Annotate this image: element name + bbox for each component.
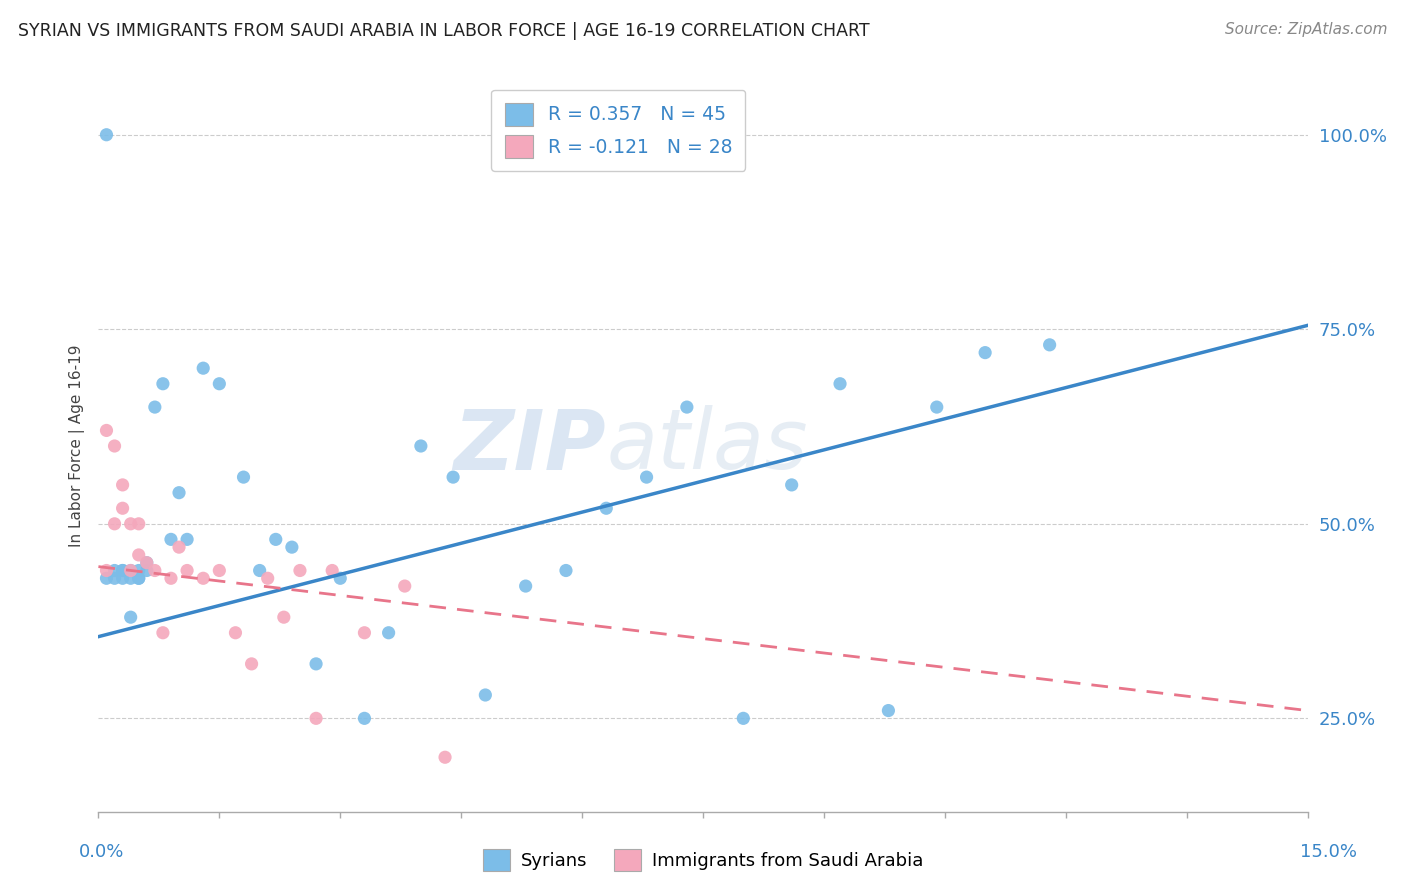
Point bbox=[103, 439, 125, 453]
Point bbox=[128, 548, 150, 562]
Text: atlas: atlas bbox=[606, 406, 808, 486]
Point bbox=[176, 564, 198, 578]
Point bbox=[135, 564, 157, 578]
Point bbox=[636, 470, 658, 484]
Point bbox=[120, 571, 142, 585]
Point bbox=[224, 625, 246, 640]
Point bbox=[256, 571, 278, 585]
Point bbox=[120, 564, 142, 578]
Legend: R = 0.357   N = 45, R = -0.121   N = 28: R = 0.357 N = 45, R = -0.121 N = 28 bbox=[492, 90, 745, 171]
Point bbox=[321, 564, 343, 578]
Point bbox=[96, 564, 118, 578]
Legend: Syrians, Immigrants from Saudi Arabia: Syrians, Immigrants from Saudi Arabia bbox=[475, 842, 931, 879]
Point bbox=[273, 610, 295, 624]
Point bbox=[353, 625, 375, 640]
Point bbox=[120, 610, 142, 624]
Point bbox=[925, 400, 948, 414]
Point bbox=[595, 501, 617, 516]
Point bbox=[128, 571, 150, 585]
Point bbox=[111, 501, 134, 516]
Point bbox=[143, 564, 166, 578]
Point bbox=[193, 361, 215, 376]
Point bbox=[96, 128, 118, 142]
Point bbox=[434, 750, 457, 764]
Text: 0.0%: 0.0% bbox=[79, 843, 124, 861]
Point bbox=[264, 533, 287, 547]
Point bbox=[193, 571, 215, 585]
Point bbox=[135, 556, 157, 570]
Point bbox=[394, 579, 416, 593]
Point bbox=[249, 564, 271, 578]
Point bbox=[555, 564, 578, 578]
Point bbox=[128, 571, 150, 585]
Text: 15.0%: 15.0% bbox=[1301, 843, 1357, 861]
Point bbox=[103, 516, 125, 531]
Point bbox=[828, 376, 851, 391]
Point bbox=[152, 625, 174, 640]
Point bbox=[676, 400, 699, 414]
Point bbox=[111, 478, 134, 492]
Point bbox=[281, 540, 304, 554]
Point bbox=[208, 376, 231, 391]
Y-axis label: In Labor Force | Age 16-19: In Labor Force | Age 16-19 bbox=[69, 344, 84, 548]
Point bbox=[152, 376, 174, 391]
Point bbox=[305, 657, 328, 671]
Point bbox=[377, 625, 399, 640]
Point bbox=[128, 516, 150, 531]
Point bbox=[135, 556, 157, 570]
Point bbox=[515, 579, 537, 593]
Point bbox=[111, 564, 134, 578]
Point bbox=[409, 439, 432, 453]
Point bbox=[120, 564, 142, 578]
Point bbox=[208, 564, 231, 578]
Point bbox=[160, 533, 183, 547]
Point bbox=[103, 564, 125, 578]
Text: ZIP: ZIP bbox=[454, 406, 606, 486]
Point bbox=[232, 470, 254, 484]
Point bbox=[96, 571, 118, 585]
Point bbox=[167, 485, 190, 500]
Point bbox=[780, 478, 803, 492]
Point bbox=[974, 345, 997, 359]
Point bbox=[128, 564, 150, 578]
Point bbox=[305, 711, 328, 725]
Point bbox=[111, 564, 134, 578]
Point bbox=[96, 424, 118, 438]
Point bbox=[1039, 338, 1062, 352]
Point bbox=[329, 571, 352, 585]
Point bbox=[877, 704, 900, 718]
Point bbox=[441, 470, 464, 484]
Point bbox=[143, 400, 166, 414]
Point bbox=[474, 688, 496, 702]
Point bbox=[160, 571, 183, 585]
Text: Source: ZipAtlas.com: Source: ZipAtlas.com bbox=[1225, 22, 1388, 37]
Point bbox=[733, 711, 755, 725]
Point bbox=[103, 571, 125, 585]
Point bbox=[176, 533, 198, 547]
Text: SYRIAN VS IMMIGRANTS FROM SAUDI ARABIA IN LABOR FORCE | AGE 16-19 CORRELATION CH: SYRIAN VS IMMIGRANTS FROM SAUDI ARABIA I… bbox=[18, 22, 870, 40]
Point bbox=[288, 564, 311, 578]
Point bbox=[167, 540, 190, 554]
Point bbox=[111, 571, 134, 585]
Point bbox=[120, 516, 142, 531]
Point bbox=[353, 711, 375, 725]
Point bbox=[240, 657, 263, 671]
